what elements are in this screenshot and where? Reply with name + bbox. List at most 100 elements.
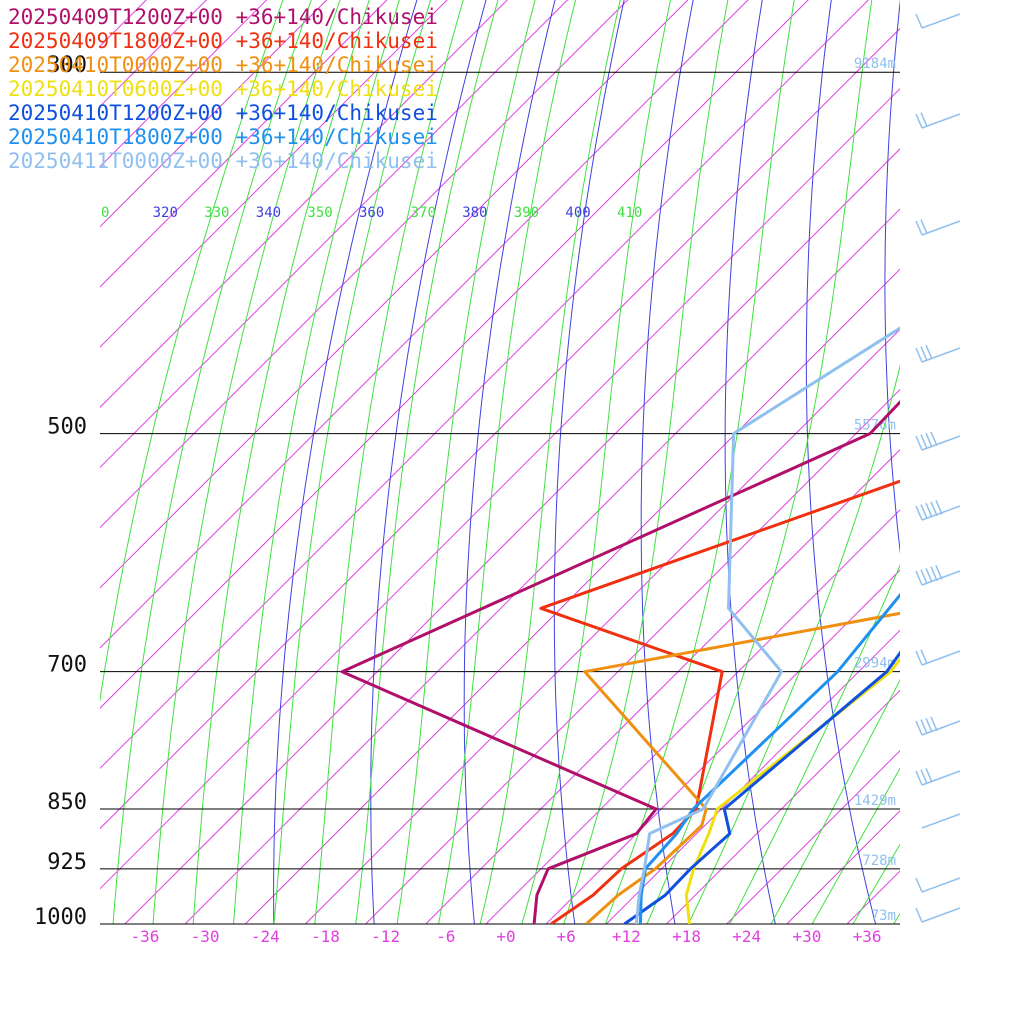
temperature-tick-label: +30 (792, 927, 821, 946)
legend: 20250409T1200Z+00 +36+140/Chikusei202504… (8, 5, 438, 173)
legend-entry: 20250410T1800Z+00 +36+140/Chikusei (8, 125, 438, 149)
temperature-tick-label: -30 (191, 927, 220, 946)
moist-adiabat-line (355, 0, 499, 924)
moist-adiabat-line (273, 0, 432, 924)
legend-entry: 20250409T1800Z+00 +36+140/Chikusei (8, 29, 438, 53)
isotherm-line (933, 0, 1024, 959)
wind-barb-feather (915, 435, 923, 451)
wind-barb-feather (920, 769, 928, 784)
dry-adiabat-line (805, 0, 877, 924)
dry-adiabat-line (370, 0, 487, 924)
wind-barb-feather (925, 502, 933, 518)
moist-adiabat-line (479, 0, 621, 924)
wind-barb-feather (915, 770, 923, 786)
moist-adiabat-line (893, 912, 900, 924)
wind-barb-feather (915, 570, 923, 586)
wind-barb-staff (921, 770, 961, 786)
legend-entry: 20250411T0000Z+00 +36+140/Chikusei (8, 149, 438, 173)
isotherm-line (184, 208, 900, 924)
moist-adiabat-lines (100, 0, 900, 924)
height-label: 73m (871, 908, 896, 924)
isotherm-line (100, 0, 749, 649)
wind-barb-feather (935, 565, 943, 580)
moist-adiabat-line (729, 564, 900, 924)
dry-adiabat-line (553, 0, 625, 924)
isotherm-line (485, 509, 900, 924)
wind-barb-feather (925, 432, 933, 448)
isobar-lines (100, 71, 900, 925)
temperature-tick-label: +12 (612, 927, 641, 946)
wind-barb-feather (915, 220, 923, 236)
moist-adiabat-line (852, 843, 900, 924)
wind-barb-feather (915, 720, 923, 736)
isotherm-lines (100, 0, 1024, 959)
wind-barb-staff (921, 650, 961, 666)
series-line (623, 650, 900, 924)
moist-adiabat-line (396, 0, 536, 924)
isotherm-line (100, 0, 689, 589)
wind-barb-feather (915, 113, 923, 129)
legend-entry: 20250410T0000Z+00 +36+140/Chikusei (8, 53, 438, 77)
theta-label: 0 (101, 205, 109, 221)
series-line (583, 611, 900, 924)
series-line (634, 326, 900, 924)
theta-label: 340 (256, 205, 281, 221)
pressure-label: 1000 (34, 905, 87, 930)
wind-barb-feather (930, 716, 938, 732)
temperature-tick-label: +0 (496, 927, 515, 946)
moist-adiabat-line (152, 0, 341, 924)
isotherm-line (993, 0, 1024, 959)
temperature-tick-label: +36 (853, 927, 882, 946)
pressure-label: 500 (47, 415, 87, 440)
theta-label: 370 (411, 205, 436, 221)
isotherm-line (100, 0, 809, 709)
moist-adiabat-line (112, 0, 312, 924)
height-label: 1429m (854, 793, 896, 809)
moist-adiabat-line (100, 0, 284, 703)
dry-adiabat-lines (273, 0, 1024, 959)
theta-label: 390 (514, 205, 539, 221)
moist-adiabat-line (314, 0, 464, 924)
legend-entry: 20250410T0600Z+00 +36+140/Chikusei (8, 77, 438, 101)
wind-barb-feather (930, 431, 938, 447)
wind-barb-staff (921, 877, 961, 893)
wind-barb-staff (921, 220, 961, 236)
wind-barb-feather (915, 13, 923, 29)
wind-barb-feather (925, 344, 933, 360)
theta-label: 400 (565, 205, 590, 221)
wind-barb-feather (920, 569, 928, 584)
wind-barb-staff (921, 907, 961, 923)
moist-adiabat-line (563, 0, 729, 924)
series-line (638, 592, 900, 924)
temperature-tick-label: -18 (311, 927, 340, 946)
temperature-tick-label: +18 (672, 927, 701, 946)
moist-adiabat-line (437, 0, 577, 924)
temperature-tick-labels: -36 -30 -24 -18 -12 -6 +0 +6 +12 +18 +24 +30 +36 (130, 927, 881, 946)
wind-barb-feather (915, 877, 923, 893)
dry-adiabat-line (724, 0, 776, 924)
theta-label: 320 (153, 205, 178, 221)
height-label: 5576m (854, 418, 896, 434)
dry-adiabat-line (884, 0, 900, 555)
pressure-label: 850 (47, 790, 87, 815)
legend-entry: 20250409T1200Z+00 +36+140/Chikusei (8, 5, 438, 29)
wind-barb-staff (921, 720, 961, 736)
wind-barb-staff (921, 813, 961, 829)
wind-barb-feather (925, 567, 933, 583)
wind-barb-feather (920, 434, 928, 449)
wind-barb-feather (930, 566, 938, 582)
isotherm-line (100, 0, 870, 770)
moist-adiabat-line (192, 0, 370, 924)
theta-label: 350 (307, 205, 332, 221)
legend-entry: 20250410T1200Z+00 +36+140/Chikusei (8, 101, 438, 125)
wind-barb-staff (921, 113, 961, 129)
wind-barbs (915, 13, 961, 923)
wind-barb-feather (920, 112, 928, 127)
wind-barb-feather (930, 501, 938, 517)
height-label: 9184m (854, 56, 896, 72)
moist-adiabat-line (521, 0, 672, 924)
height-label: 2994m (854, 656, 896, 672)
wind-barb-feather (920, 649, 928, 664)
dry-adiabat-line (961, 0, 1024, 959)
